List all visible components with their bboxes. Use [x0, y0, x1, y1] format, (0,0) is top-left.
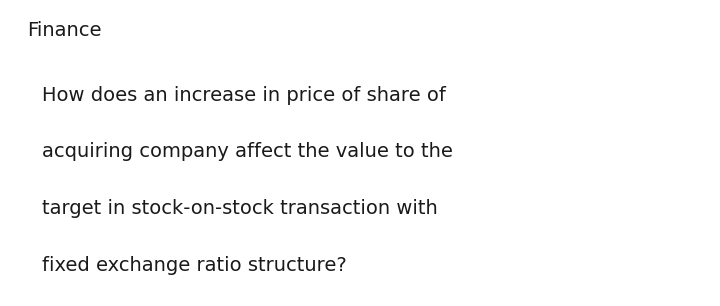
Text: target in stock-on-stock transaction with: target in stock-on-stock transaction wit…	[42, 199, 438, 218]
Text: How does an increase in price of share of: How does an increase in price of share o…	[42, 86, 446, 105]
Text: fixed exchange ratio structure?: fixed exchange ratio structure?	[42, 256, 346, 274]
Text: Finance: Finance	[27, 21, 102, 40]
Text: acquiring company affect the value to the: acquiring company affect the value to th…	[42, 142, 453, 161]
